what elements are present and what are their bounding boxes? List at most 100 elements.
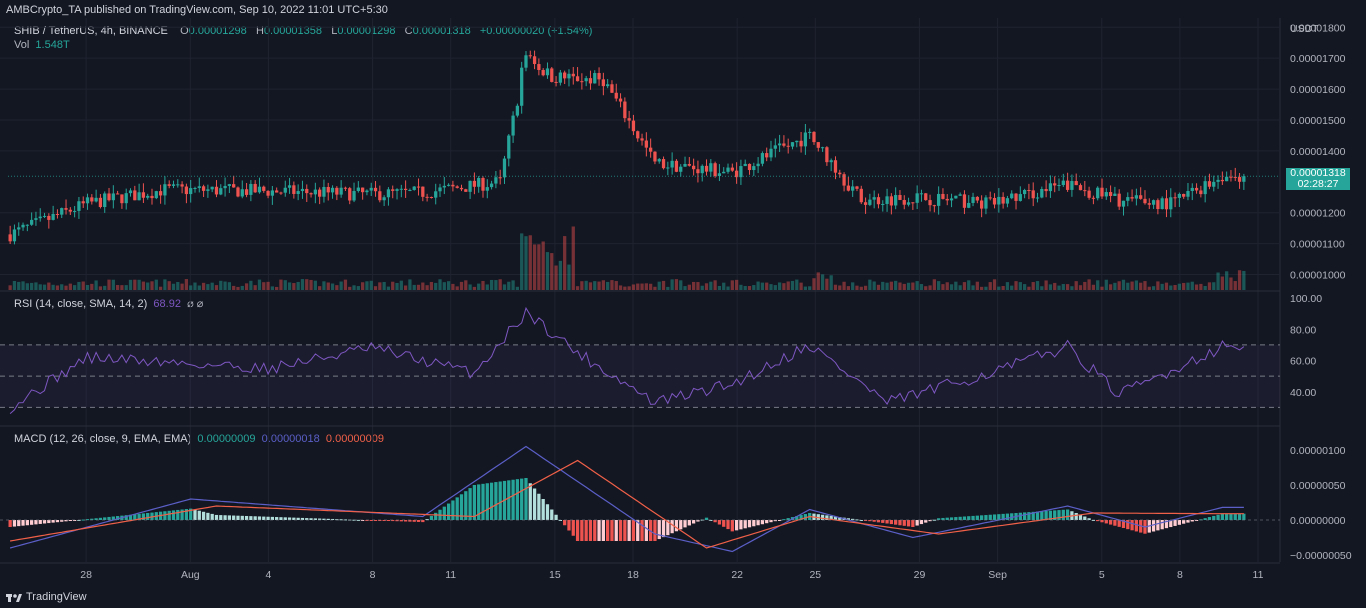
macd-hist-bar <box>730 520 734 532</box>
volume-bar <box>408 279 412 290</box>
volume-bar <box>262 282 266 290</box>
volume-bar <box>107 279 111 290</box>
volume-bar <box>373 286 378 290</box>
macd-hist-bar <box>163 511 167 520</box>
volume-bar <box>1096 280 1100 290</box>
time-tick-label: 11 <box>1253 569 1264 581</box>
macd-hist-bar <box>1113 520 1117 526</box>
candle-body <box>954 195 958 199</box>
macd-hist-bar <box>614 520 618 541</box>
volume-bar <box>975 281 979 290</box>
candle-body <box>696 169 700 174</box>
candle-body <box>1048 183 1053 192</box>
macd-hist-bar <box>1031 511 1035 520</box>
macd-hist-bar <box>133 514 137 520</box>
volume-bar <box>640 283 644 290</box>
macd-hist-value: 0.00000009 <box>197 433 256 445</box>
rsi-tick-label: 40.00 <box>1290 387 1316 399</box>
macd-hist-bar <box>1100 520 1104 523</box>
price-tick-label: 0.00001700 <box>1290 53 1346 65</box>
volume-bar <box>558 260 563 290</box>
volume-bar <box>1147 286 1151 290</box>
macd-hist-bar <box>1126 520 1130 530</box>
macd-hist-bar <box>1001 513 1005 520</box>
candle-body <box>485 187 489 191</box>
candle-body <box>618 98 623 102</box>
candle-body <box>1229 176 1233 178</box>
macd-hist-bar <box>150 512 154 520</box>
volume-bar <box>842 281 846 290</box>
candle-body <box>881 203 885 205</box>
candle-body <box>1169 197 1173 210</box>
macd-hist-bar <box>859 520 863 521</box>
candle-body <box>1022 190 1027 195</box>
macd-tick-label: 0.00000100 <box>1290 445 1346 457</box>
volume-bar <box>1022 284 1027 290</box>
candle-body <box>1100 187 1104 197</box>
volume-bar <box>197 285 201 290</box>
macd-hist-bar <box>146 513 150 520</box>
volume-bar <box>997 286 1001 290</box>
macd-hist-bar <box>786 518 790 520</box>
candle-body <box>442 185 446 188</box>
volume-bar <box>984 286 988 290</box>
candle-body <box>98 197 103 208</box>
price-tick-label: 0.00001500 <box>1290 115 1346 127</box>
volume-bar <box>365 281 369 290</box>
candle-body <box>227 184 232 186</box>
macd-hist-bar <box>584 520 588 541</box>
candle-body <box>580 81 584 83</box>
macd-hist-bar <box>206 512 210 520</box>
macd-hist-bar <box>1121 520 1126 529</box>
volume-bar <box>51 284 55 290</box>
macd-hist-bar <box>722 520 726 527</box>
currency-label: USDT <box>1290 23 1319 35</box>
volume-bar <box>550 253 554 290</box>
grid-lines <box>0 18 1281 564</box>
volume-bar <box>1130 281 1134 290</box>
candle-body <box>1182 193 1186 197</box>
candle-body <box>666 167 670 169</box>
volume-bar <box>180 283 184 290</box>
volume-bar <box>833 284 838 290</box>
volume-bar <box>911 282 915 290</box>
candle-body <box>150 195 154 199</box>
last-price-tag: 0.00001318 02:28:27 <box>1286 168 1350 191</box>
macd-hist-bar <box>653 520 657 541</box>
candle-body <box>1113 193 1117 196</box>
volume-bar <box>313 280 317 290</box>
macd-hist-bar <box>851 518 855 520</box>
macd-label[interactable]: MACD (12, 26, close, 9, EMA, EMA) <box>14 433 192 445</box>
macd-hist-bar <box>1220 513 1224 520</box>
macd-hist-bar <box>980 515 984 520</box>
candle-body <box>1044 189 1048 192</box>
volume-bar <box>1143 281 1147 290</box>
macd-hist-bar <box>760 520 765 525</box>
candle-body <box>386 189 391 198</box>
volume-bar <box>481 280 485 290</box>
macd-hist-bar <box>369 520 373 521</box>
volume-bar <box>60 284 64 290</box>
symbol-label[interactable]: SHIB / TetherUS, 4h, BINANCE <box>14 25 168 37</box>
candle-body <box>146 195 150 198</box>
candle-body <box>1134 195 1139 199</box>
footer-brand[interactable]: TradingView <box>6 591 87 603</box>
volume-bar <box>769 284 773 290</box>
candle-body <box>21 224 25 228</box>
candle-body <box>399 188 403 190</box>
macd-hist-bar <box>756 520 760 526</box>
volume-bar <box>111 279 115 290</box>
volume-bar <box>459 281 464 290</box>
macd-hist-bar <box>876 520 881 523</box>
macd-hist-bar <box>1040 511 1044 520</box>
macd-hist-bar <box>51 520 55 523</box>
macd-hist-bar <box>395 520 399 522</box>
candle-body <box>851 186 855 191</box>
volume-bar <box>257 279 262 290</box>
rsi-label[interactable]: RSI (14, close, SMA, 14, 2) <box>14 298 148 310</box>
candle-body <box>846 185 851 191</box>
candle-body <box>262 186 266 191</box>
macd-hist-bar <box>670 520 674 534</box>
volume-bar <box>429 281 434 290</box>
